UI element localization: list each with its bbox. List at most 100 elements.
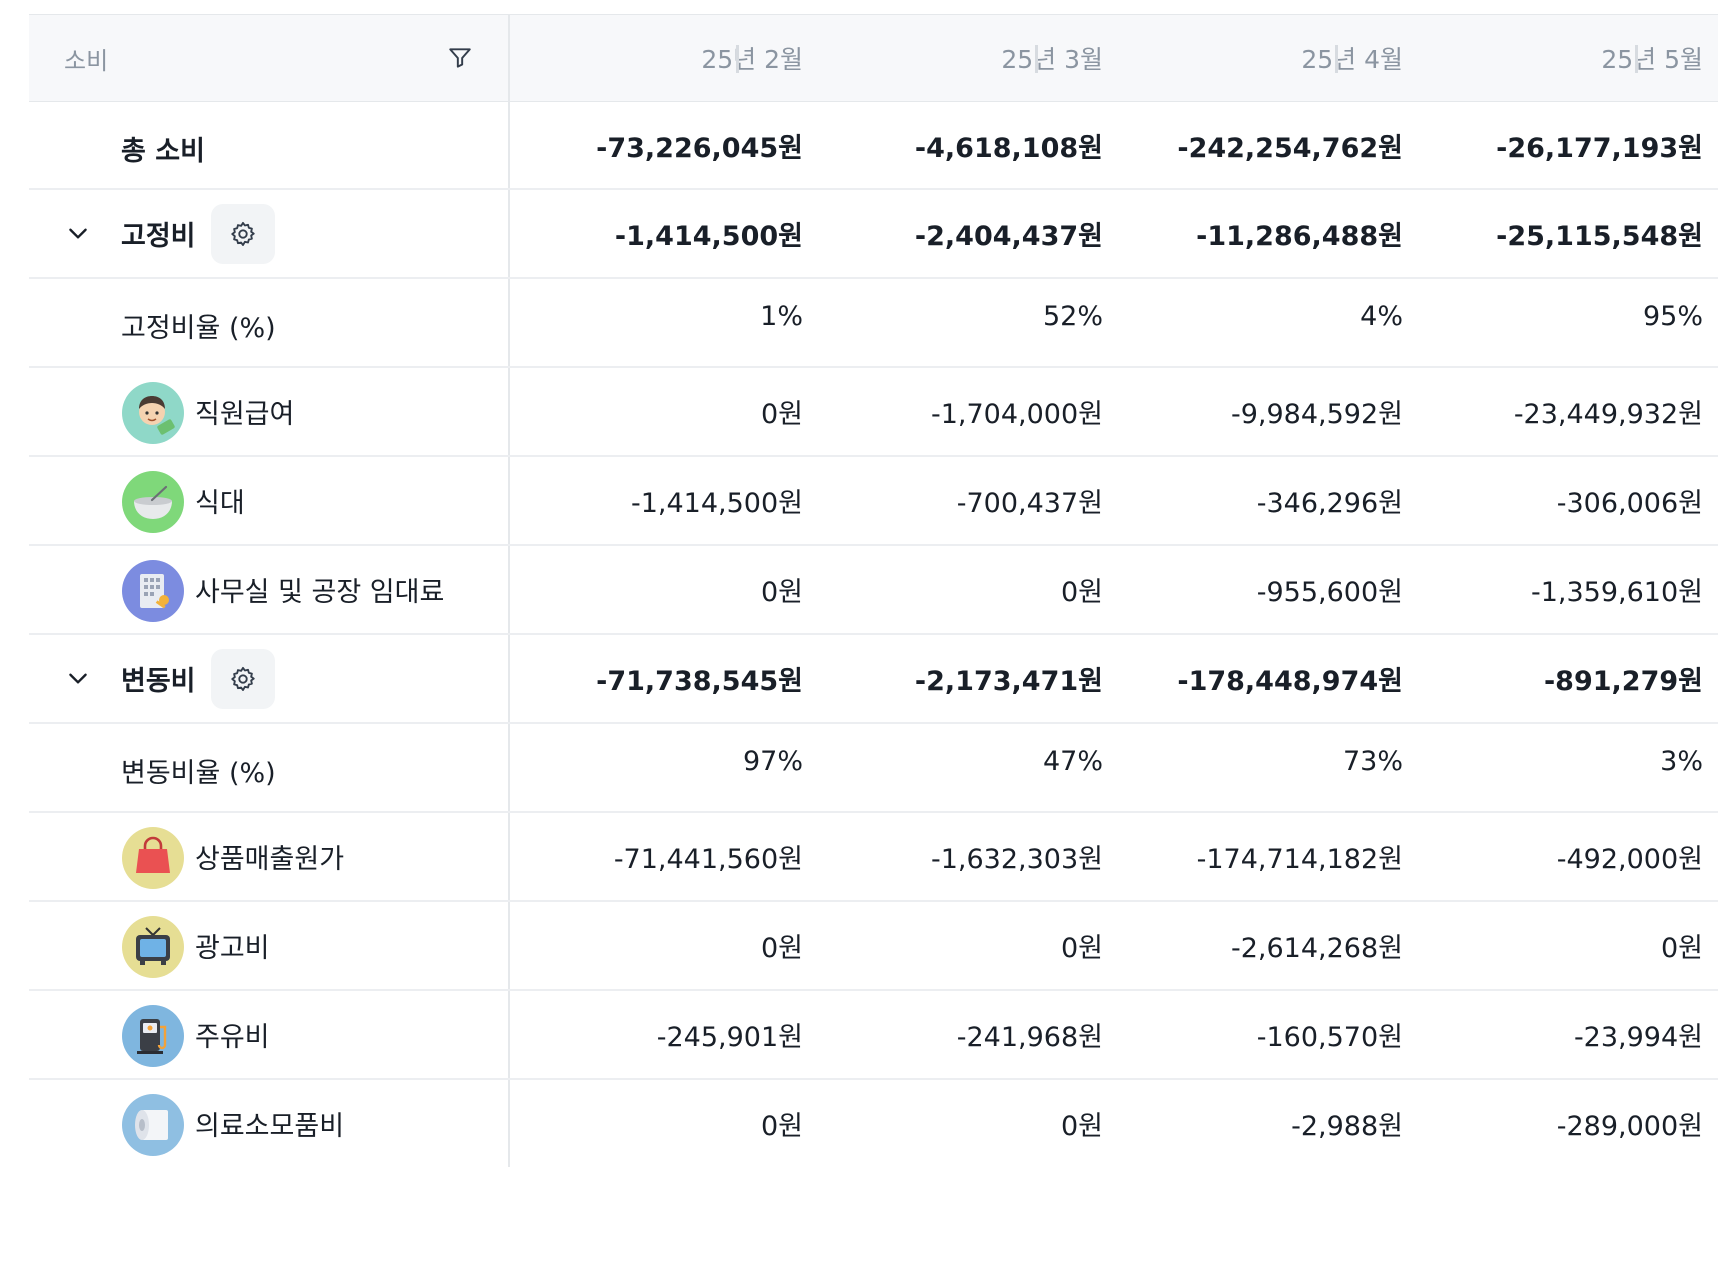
ratio-label: 변동비율 (%) (121, 758, 276, 789)
chevron-down-icon[interactable] (65, 220, 91, 246)
value-cell: -1,414,500원 (614, 221, 803, 252)
variable-ratio-row: 변동비율 (%) 97% 47% 73% 3% (29, 724, 1718, 813)
value-cell: -242,254,762원 (1177, 132, 1403, 164)
fixed-ratio-row: 고정비율 (%) 1% 52% 4% 95% (29, 279, 1718, 368)
value-cell: 4% (1360, 301, 1403, 332)
total-label: 총 소비 (121, 135, 205, 167)
item-label: 식대 (195, 488, 245, 519)
header-month: 25년 2월 (701, 45, 803, 74)
value-cell: -71,441,560원 (613, 844, 803, 875)
value-cell: -2,988원 (1291, 1111, 1403, 1142)
employee-salary-icon (122, 382, 184, 444)
header-month: 25년 5월 (1601, 45, 1703, 74)
row-label-cell: 사무실 및 공장 임대료 (29, 546, 510, 633)
value-cell: -891,279원 (1543, 666, 1703, 697)
row-label-cell: 변동비율 (%) (29, 724, 510, 811)
fuel-pump-icon (122, 1005, 184, 1067)
gear-icon (231, 666, 255, 692)
value-cell: 1% (760, 301, 803, 332)
table-header: 소비 25년 2월 25년 3월 25년 4월 25년 5월 (29, 14, 1718, 102)
row-label-cell: 변동비 (29, 635, 510, 722)
value-cell: -700,437원 (956, 488, 1103, 519)
fixed-cost-settings-button[interactable] (211, 204, 275, 264)
row-label-cell: 고정비율 (%) (29, 279, 510, 366)
value-cell: -71,738,545원 (596, 666, 803, 697)
value-cell: 0원 (1660, 933, 1703, 964)
table-row[interactable]: 주유비 -245,901원 -241,968원 -160,570원 -23,99… (29, 991, 1718, 1080)
row-label-cell: 의료소모품비 (29, 1080, 510, 1167)
value-cell: -306,006원 (1556, 488, 1703, 519)
value-cell: -73,226,045원 (596, 132, 803, 164)
value-cell: -9,984,592원 (1231, 399, 1403, 430)
expense-table: 소비 25년 2월 25년 3월 25년 4월 25년 5월 총 소비 -73,… (29, 14, 1718, 1167)
value-cell: -25,115,548원 (1496, 221, 1703, 252)
header-month: 25년 4월 (1301, 45, 1403, 74)
header-category-label: 소비 (64, 46, 109, 75)
building-key-icon (122, 560, 184, 622)
row-label-cell: 주유비 (29, 991, 510, 1078)
total-row: 총 소비 -73,226,045원 -4,618,108원 -242,254,7… (29, 102, 1718, 190)
table-row[interactable]: 의료소모품비 0원 0원 -2,988원 -289,000원 (29, 1080, 1718, 1167)
tissue-roll-icon (122, 1094, 184, 1156)
value-cell: -23,449,932원 (1513, 399, 1703, 430)
value-cell: -11,286,488원 (1196, 221, 1403, 252)
gear-icon (231, 221, 255, 247)
value-cell: 0원 (1060, 577, 1103, 608)
value-cell: -1,359,610원 (1531, 577, 1703, 608)
header-month: 25년 3월 (1001, 45, 1103, 74)
value-cell: -26,177,193원 (1496, 132, 1703, 164)
value-cell: -2,173,471원 (914, 666, 1103, 697)
value-cell: -245,901원 (656, 1022, 803, 1053)
shopping-bag-icon (122, 827, 184, 889)
value-cell: 0원 (1060, 1111, 1103, 1142)
value-cell: 97% (742, 746, 803, 777)
filter-icon[interactable] (447, 45, 473, 71)
value-cell: 0원 (760, 933, 803, 964)
column-resize-handle[interactable] (1035, 45, 1038, 73)
item-label: 상품매출원가 (195, 844, 345, 875)
variable-cost-settings-button[interactable] (211, 649, 275, 709)
value-cell: -1,632,303원 (931, 844, 1103, 875)
value-cell: -2,404,437원 (914, 221, 1103, 252)
value-cell: 95% (1642, 301, 1703, 332)
value-cell: -492,000원 (1556, 844, 1703, 875)
table-row[interactable]: 식대 -1,414,500원 -700,437원 -346,296원 -306,… (29, 457, 1718, 546)
value-cell: -1,704,000원 (931, 399, 1103, 430)
row-label-cell: 식대 (29, 457, 510, 544)
value-cell: -178,448,974원 (1177, 666, 1403, 697)
value-cell: -346,296원 (1256, 488, 1403, 519)
row-label-cell: 광고비 (29, 902, 510, 989)
fixed-cost-group-row[interactable]: 고정비 -1,414,500원 -2,404,437원 -11,286,488원… (29, 190, 1718, 279)
value-cell: 3% (1660, 746, 1703, 777)
value-cell: -160,570원 (1256, 1022, 1403, 1053)
column-resize-handle[interactable] (736, 45, 739, 73)
item-label: 의료소모품비 (195, 1111, 345, 1142)
table-row[interactable]: 광고비 0원 0원 -2,614,268원 0원 (29, 902, 1718, 991)
item-label: 광고비 (195, 933, 270, 964)
column-resize-handle[interactable] (1635, 45, 1638, 73)
value-cell: -241,968원 (956, 1022, 1103, 1053)
value-cell: -23,994원 (1573, 1022, 1703, 1053)
value-cell: -1,414,500원 (631, 488, 803, 519)
column-resize-handle[interactable] (1335, 45, 1338, 73)
chevron-down-icon[interactable] (65, 665, 91, 691)
value-cell: -4,618,108원 (914, 132, 1103, 164)
value-cell: 0원 (760, 399, 803, 430)
item-label: 직원급여 (195, 399, 295, 430)
value-cell: 0원 (760, 1111, 803, 1142)
variable-cost-group-row[interactable]: 변동비 -71,738,545원 -2,173,471원 -178,448,97… (29, 635, 1718, 724)
value-cell: 0원 (1060, 933, 1103, 964)
group-label: 변동비 (121, 666, 196, 697)
table-row[interactable]: 사무실 및 공장 임대료 0원 0원 -955,600원 -1,359,610원 (29, 546, 1718, 635)
tv-icon (122, 916, 184, 978)
ratio-label: 고정비율 (%) (121, 313, 276, 344)
row-label-cell: 총 소비 (29, 102, 510, 188)
row-label-cell: 상품매출원가 (29, 813, 510, 900)
table-row[interactable]: 상품매출원가 -71,441,560원 -1,632,303원 -174,714… (29, 813, 1718, 902)
row-label-cell: 고정비 (29, 190, 510, 277)
item-label: 사무실 및 공장 임대료 (195, 577, 445, 608)
table-row[interactable]: 직원급여 0원 -1,704,000원 -9,984,592원 -23,449,… (29, 368, 1718, 457)
value-cell: 47% (1042, 746, 1103, 777)
value-cell: -955,600원 (1256, 577, 1403, 608)
value-cell: 52% (1042, 301, 1103, 332)
